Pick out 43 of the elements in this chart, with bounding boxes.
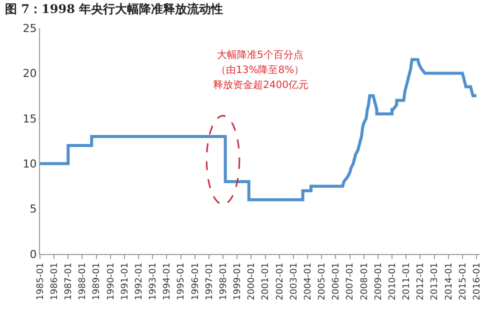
x-tick-label: 1989-01 <box>92 262 102 300</box>
x-tick-label: 1999-01 <box>233 262 244 300</box>
x-tick-label: 1990-01 <box>106 262 116 300</box>
x-tick-label: 1988-01 <box>78 262 88 300</box>
x-tick-label: 2004-01 <box>303 262 314 300</box>
x-tick-label: 1986-01 <box>50 262 60 300</box>
x-tick-label: 2013-01 <box>430 262 440 300</box>
x-tick-label: 2003-01 <box>289 262 300 300</box>
x-tick-label: 2012-01 <box>416 262 426 300</box>
y-tick-label: 15 <box>22 112 37 126</box>
x-tick-label: 1998-01 <box>218 262 229 300</box>
x-tick-label: 2008-01 <box>360 262 370 300</box>
annotation: （由13%降至8%） <box>216 64 304 76</box>
x-tick-label: 1995-01 <box>176 262 187 300</box>
x-tick-label: 1985-01 <box>36 262 46 300</box>
x-tick-label: 2002-01 <box>275 262 286 300</box>
y-tick-label: 25 <box>22 22 37 35</box>
x-tick-label: 2009-01 <box>374 262 384 300</box>
x-tick-label: 2010-01 <box>388 262 398 300</box>
chart-title: 图 7：1998 年央行大幅降准释放流动性 <box>5 2 224 16</box>
x-tick-label: 2005-01 <box>318 262 328 300</box>
x-tick-label: 1987-01 <box>64 262 74 300</box>
x-tick-label: 1994-01 <box>162 262 173 300</box>
x-tick-label: 1991-01 <box>120 262 130 300</box>
annotation: 释放资金超2400亿元 <box>213 79 308 91</box>
annotation: 大幅降准5个百分点 <box>217 49 304 61</box>
x-tick-label: 2001-01 <box>261 262 272 300</box>
x-tick-label: 1996-01 <box>190 262 201 300</box>
x-tick-label: 2015-01 <box>458 262 468 300</box>
line-series <box>40 58 478 202</box>
x-tick-label: 1993-01 <box>148 262 159 300</box>
x-tick-label: 2011-01 <box>402 262 412 300</box>
x-tick-label: 2007-01 <box>346 262 356 300</box>
x-tick-label: 2016-01 <box>472 262 482 300</box>
x-tick-label: 2014-01 <box>444 262 454 300</box>
x-tick-label: 2000-01 <box>247 262 258 300</box>
x-tick-label: 2006-01 <box>332 262 342 300</box>
y-tick-label: 0 <box>30 248 37 261</box>
x-tick-label: 1992-01 <box>134 262 144 300</box>
x-tick-label: 1997-01 <box>204 262 215 300</box>
y-tick-label: 5 <box>30 202 37 216</box>
y-tick-label: 10 <box>22 157 37 170</box>
y-tick-label: 20 <box>22 67 37 80</box>
